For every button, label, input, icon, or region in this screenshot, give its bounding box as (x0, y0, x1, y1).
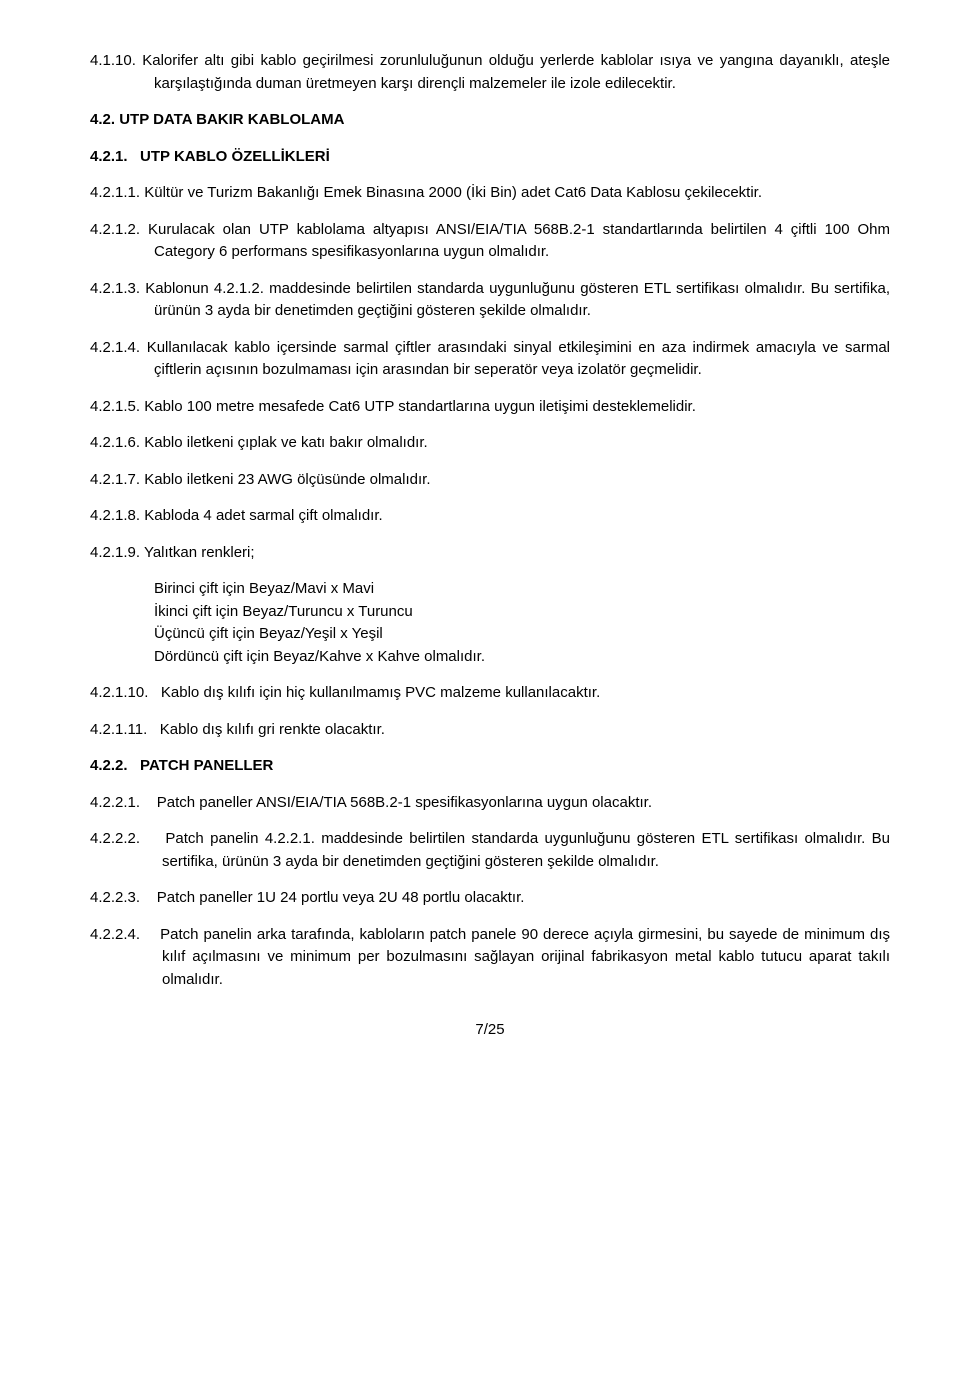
text: Yalıtkan renkleri; (144, 544, 255, 561)
text: PATCH PANELLER (140, 757, 273, 774)
color-line-3: Üçüncü çift için Beyaz/Yeşil x Yeşil (154, 623, 890, 646)
num: 4.2. (90, 111, 115, 128)
num: 4.2.1.8. (90, 507, 140, 524)
paragraph-4-2-1-7: 4.2.1.7. Kablo iletkeni 23 AWG ölçüsünde… (90, 469, 890, 492)
paragraph-4-2-2-2: 4.2.2.2. Patch panelin 4.2.2.1. maddesin… (90, 828, 890, 873)
document-page: 4.1.10. Kalorifer altı gibi kablo geçiri… (0, 0, 960, 1068)
paragraph-4-2-1-11: 4.2.1.11. Kablo dış kılıfı gri renkte ol… (90, 719, 890, 742)
color-line-4: Dördüncü çift için Beyaz/Kahve x Kahve o… (154, 646, 890, 669)
num: 4.2.1.9. (90, 544, 140, 561)
paragraph-4-2-1-4: 4.2.1.4. Kullanılacak kablo içersinde sa… (90, 337, 890, 382)
num: 4.2.2.4. (90, 926, 140, 943)
num: 4.2.1.3. (90, 280, 140, 297)
num: 4.2.1.11. (90, 721, 147, 738)
paragraph-4-2-2-4: 4.2.2.4. Patch panelin arka tarafında, k… (90, 924, 890, 992)
text: Kablo iletkeni 23 AWG ölçüsünde olmalıdı… (144, 471, 430, 488)
text: Kurulacak olan UTP kablolama altyapısı A… (148, 221, 890, 261)
num: 4.1.10. (90, 52, 136, 69)
num: 4.2.1.4. (90, 339, 140, 356)
paragraph-4-2-2-3: 4.2.2.3. Patch paneller 1U 24 portlu vey… (90, 887, 890, 910)
text: UTP DATA BAKIR KABLOLAMA (119, 111, 344, 128)
color-line-1: Birinci çift için Beyaz/Mavi x Mavi (154, 578, 890, 601)
heading-4-2-1: 4.2.1. UTP KABLO ÖZELLİKLERİ (90, 146, 890, 169)
text: Patch panelin arka tarafında, kabloların… (160, 926, 890, 988)
color-pairs-block: Birinci çift için Beyaz/Mavi x Mavi İkin… (154, 578, 890, 668)
paragraph-4-2-1-3: 4.2.1.3. Kablonun 4.2.1.2. maddesinde be… (90, 278, 890, 323)
paragraph-4-2-2-1: 4.2.2.1. Patch paneller ANSI/EIA/TIA 568… (90, 792, 890, 815)
paragraph-4-2-1-8: 4.2.1.8. Kabloda 4 adet sarmal çift olma… (90, 505, 890, 528)
num: 4.2.1. (90, 148, 128, 165)
text: Patch paneller ANSI/EIA/TIA 568B.2-1 spe… (157, 794, 652, 811)
text: Patch panelin 4.2.2.1. maddesinde belirt… (162, 830, 890, 870)
heading-4-2-2: 4.2.2. PATCH PANELLER (90, 755, 890, 778)
color-line-2: İkinci çift için Beyaz/Turuncu x Turuncu (154, 601, 890, 624)
text: Kablo dış kılıfı gri renkte olacaktır. (160, 721, 385, 738)
num: 4.2.2.3. (90, 889, 140, 906)
text: Kablonun 4.2.1.2. maddesinde belirtilen … (145, 280, 890, 320)
num: 4.2.1.1. (90, 184, 140, 201)
paragraph-4-2-1-5: 4.2.1.5. Kablo 100 metre mesafede Cat6 U… (90, 396, 890, 419)
text: UTP KABLO ÖZELLİKLERİ (140, 148, 330, 165)
page-number: 7/25 (90, 1021, 890, 1038)
num: 4.2.1.10. (90, 684, 148, 701)
num: 4.2.2.2. (90, 830, 140, 847)
text: Kablo dış kılıfı için hiç kullanılmamış … (161, 684, 600, 701)
num: 4.2.1.5. (90, 398, 140, 415)
paragraph-4-2-1-2: 4.2.1.2. Kurulacak olan UTP kablolama al… (90, 219, 890, 264)
text: Kullanılacak kablo içersinde sarmal çift… (147, 339, 890, 379)
num: 4.2.1.2. (90, 221, 140, 238)
text: Kabloda 4 adet sarmal çift olmalıdır. (144, 507, 382, 524)
paragraph-4-2-1-1: 4.2.1.1. Kültür ve Turizm Bakanlığı Emek… (90, 182, 890, 205)
text: Kültür ve Turizm Bakanlığı Emek Binasına… (144, 184, 762, 201)
paragraph-4-2-1-9: 4.2.1.9. Yalıtkan renkleri; (90, 542, 890, 565)
text: Patch paneller 1U 24 portlu veya 2U 48 p… (157, 889, 525, 906)
num: 4.2.1.7. (90, 471, 140, 488)
num: 4.2.1.6. (90, 434, 140, 451)
text: Kablo iletkeni çıplak ve katı bakır olma… (144, 434, 427, 451)
heading-4-2: 4.2. UTP DATA BAKIR KABLOLAMA (90, 109, 890, 132)
num: 4.2.2. (90, 757, 128, 774)
text: Kablo 100 metre mesafede Cat6 UTP standa… (144, 398, 696, 415)
num: 4.2.2.1. (90, 794, 140, 811)
paragraph-4-1-10: 4.1.10. Kalorifer altı gibi kablo geçiri… (90, 50, 890, 95)
paragraph-4-2-1-6: 4.2.1.6. Kablo iletkeni çıplak ve katı b… (90, 432, 890, 455)
text: Kalorifer altı gibi kablo geçirilmesi zo… (142, 52, 890, 92)
paragraph-4-2-1-10: 4.2.1.10. Kablo dış kılıfı için hiç kull… (90, 682, 890, 705)
